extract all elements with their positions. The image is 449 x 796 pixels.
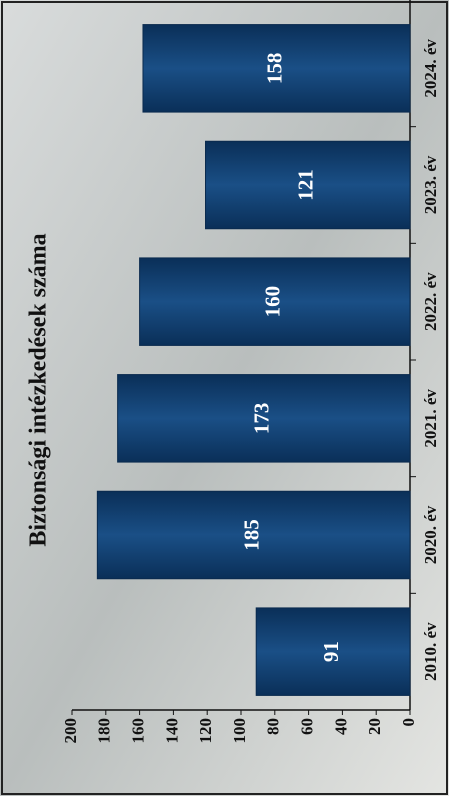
x-tick-label: 2021. év — [421, 389, 440, 448]
x-tick-label: 2010. év — [421, 622, 440, 681]
bar — [139, 257, 411, 346]
rotated-plot: Biztonsági intézkedések száma 0 20 40 60 80 1… — [26, 0, 440, 744]
y-tick-label: 160 — [129, 718, 148, 744]
bar — [96, 490, 411, 580]
y-tick-label: 120 — [196, 718, 215, 744]
value-label: 121 — [294, 169, 318, 201]
y-tick-label: 60 — [298, 718, 317, 735]
y-tick-label: 100 — [230, 718, 249, 744]
y-tick-label: 80 — [264, 718, 283, 735]
y-tick-label: 200 — [61, 718, 80, 744]
bar — [255, 607, 411, 696]
value-label: 160 — [261, 286, 285, 318]
value-label: 91 — [319, 641, 343, 662]
x-tick-label: 2024. év — [421, 39, 440, 98]
y-tick-label: 0 — [399, 718, 418, 727]
y-tick-label: 140 — [162, 718, 181, 744]
y-tick-label: 20 — [365, 718, 384, 735]
value-label: 158 — [262, 53, 286, 85]
chart-title: Biztonsági intézkedések száma — [26, 233, 52, 546]
value-label: 185 — [239, 519, 263, 551]
bar — [117, 374, 411, 463]
value-label: 173 — [250, 403, 274, 435]
y-tick-label: 40 — [331, 718, 350, 735]
x-tick-label: 2020. év — [421, 505, 440, 564]
x-tick-label: 2023. év — [421, 155, 440, 214]
bar — [142, 24, 411, 113]
bar — [205, 140, 411, 230]
x-tick-label: 2022. év — [421, 272, 440, 331]
y-tick-label: 180 — [95, 718, 114, 744]
